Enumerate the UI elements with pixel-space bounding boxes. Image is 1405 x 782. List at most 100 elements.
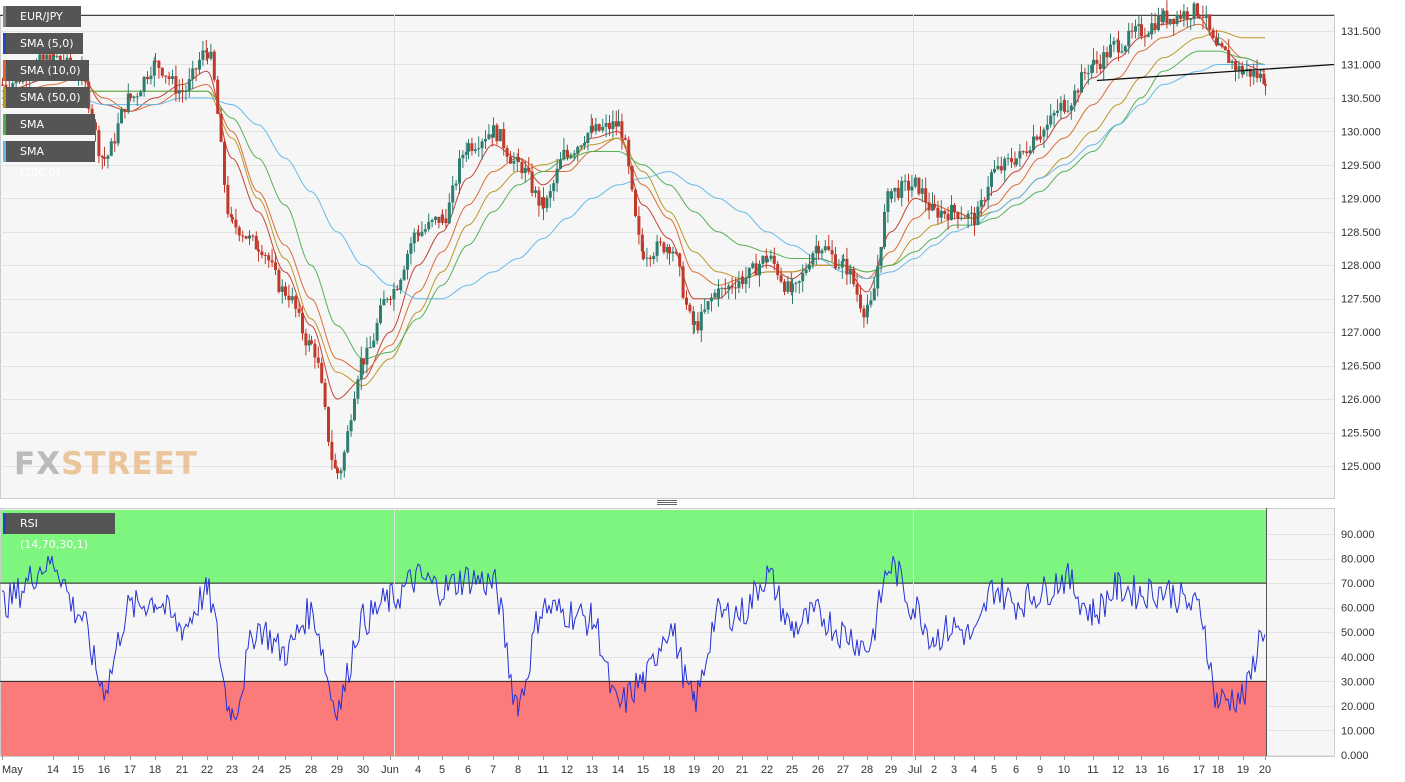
candle-body [608, 122, 611, 129]
pane-resize-handle[interactable] [657, 500, 677, 506]
candle-body [187, 79, 191, 91]
candle-body [1035, 136, 1039, 140]
candle-body [310, 340, 313, 344]
candle-body [1010, 158, 1013, 163]
candle-body [129, 93, 132, 99]
date-tick-label: 17 [124, 764, 136, 776]
instrument-label[interactable]: EUR/JPY [3, 6, 81, 27]
date-tick-label: 15 [637, 764, 649, 776]
candle-body [399, 279, 403, 290]
date-tick-label: 11 [1087, 764, 1098, 776]
candle-body [287, 295, 291, 301]
candle-body [277, 270, 281, 292]
date-tick-label: 24 [252, 764, 264, 776]
candle-body [237, 227, 241, 236]
candle-body [1056, 110, 1059, 113]
candle-body [320, 362, 324, 383]
candle-body [284, 286, 287, 296]
rsi-axis-ticks: 0.000 10.000 20.000 30.000 40.000 50.000 60.00… [1341, 529, 1375, 762]
legend-sma-10[interactable]: SMA (10,0) [3, 60, 89, 81]
candle-body [594, 124, 598, 132]
candle-body [970, 212, 973, 214]
date-tick-label: 4 [415, 764, 421, 776]
candle-body [100, 156, 104, 158]
date-tick-label: 29 [331, 764, 343, 776]
candle-body [1143, 36, 1147, 38]
candle-body [808, 264, 811, 270]
candle-body [648, 257, 652, 260]
candle-body [614, 121, 618, 127]
rsi-tick-label: 20.000 [1341, 701, 1375, 713]
candle-body [685, 297, 688, 305]
candle-body [333, 460, 337, 469]
candle-body [611, 121, 615, 129]
candle-body [520, 162, 524, 174]
legend-sma-200[interactable]: SMA (200,0) [3, 141, 95, 179]
candle-body [855, 284, 859, 295]
candle-body [747, 267, 751, 279]
candle-body [976, 206, 980, 225]
candle-body [674, 251, 678, 254]
rsi-line [1, 555, 1266, 721]
candle-body [717, 288, 720, 299]
date-tick-label: 27 [837, 764, 849, 776]
date-tick-label: 16 [98, 764, 110, 776]
candle-body [1215, 37, 1218, 46]
candle-body [244, 236, 248, 239]
candle-body [693, 321, 696, 325]
logo-street: STREET [61, 446, 198, 482]
date-tick-label: 11 [537, 764, 548, 776]
candle-body [1006, 158, 1010, 160]
candle-body [160, 67, 164, 76]
candle-body [461, 154, 465, 159]
candle-body [362, 358, 365, 365]
candle-body [1204, 14, 1208, 19]
candle-body [1198, 16, 1201, 18]
date-tick-label: 21 [176, 764, 188, 776]
candle-body [576, 146, 580, 154]
candle-body [1098, 63, 1102, 69]
candle-body [1105, 52, 1109, 58]
candle-body [339, 470, 343, 474]
candle-body [879, 246, 883, 266]
candle-body [1230, 61, 1234, 64]
candle-body [126, 93, 130, 113]
candle-body [229, 214, 233, 218]
candle-body [316, 357, 320, 363]
candle-body [569, 154, 573, 158]
candle-body [470, 143, 474, 151]
candle-body [509, 156, 512, 164]
candle-body [662, 242, 666, 253]
date-tick-label: 26 [812, 764, 824, 776]
candle-body [1160, 14, 1164, 22]
candle-body [198, 59, 201, 70]
candle-body [939, 210, 943, 218]
legend-sma-50[interactable]: SMA (50,0) [3, 87, 89, 108]
candle-body [382, 299, 386, 306]
candle-body [1003, 158, 1007, 171]
date-tick-label: 8 [515, 764, 521, 776]
candle-body [1, 84, 4, 86]
candle-body [1045, 124, 1049, 130]
candle-body [914, 177, 917, 180]
legend-sma-5[interactable]: SMA (5,0) [3, 33, 83, 54]
candle-body [342, 452, 346, 471]
legend-rsi[interactable]: RSI (14,70,30,1) [3, 513, 115, 551]
logo-fx: FX [14, 446, 62, 482]
legend-sma-100[interactable]: SMA (100,0) [3, 114, 95, 152]
candle-body [837, 267, 841, 269]
candle-body [772, 255, 776, 264]
candle-body [999, 166, 1003, 171]
candle-body [97, 130, 101, 157]
candle-body [604, 122, 608, 127]
candle-body [637, 216, 641, 235]
price-axis-ticks: 125.000 125.500 126.000 126.500 127.000 127.5… [1341, 26, 1381, 473]
candle-body [346, 431, 350, 453]
candle-body [586, 133, 590, 144]
candle-body [212, 51, 216, 80]
candle-body [1052, 112, 1056, 116]
candle-body [280, 286, 284, 292]
candle-body [146, 76, 149, 80]
candle-body [852, 268, 856, 285]
